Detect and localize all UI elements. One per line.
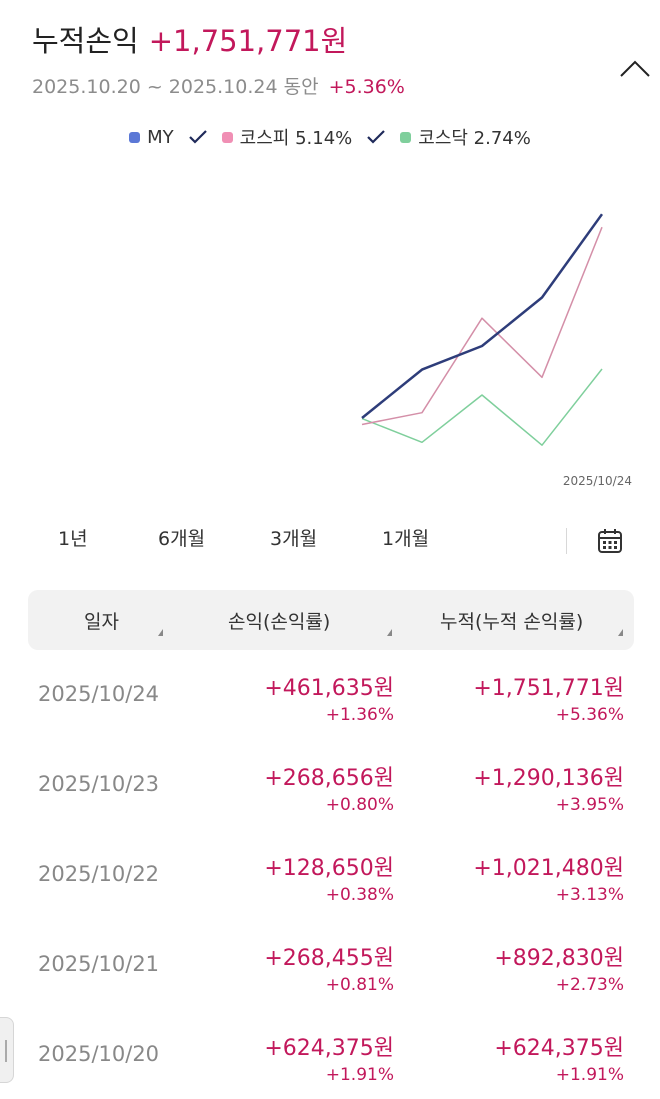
profit-table: 2025/10/24 +461,635원 +1.36% +1,751,771원 …	[0, 650, 660, 1099]
row-pl-rate: +0.81%	[325, 975, 394, 995]
table-row[interactable]: 2025/10/22 +128,650원 +0.38% +1,021,480원 …	[0, 830, 660, 920]
table-row[interactable]: 2025/10/23 +268,656원 +0.80% +1,290,136원 …	[0, 740, 660, 830]
legend-kospi-label: 코스피 5.14%	[239, 128, 353, 149]
row-cum-rate: +1.91%	[555, 1065, 624, 1085]
chart-end-date: 2025/10/24	[562, 474, 632, 488]
side-drawer-handle[interactable]	[0, 1017, 14, 1083]
range-tabs: 1년 6개월 3개월 1개월	[0, 524, 660, 560]
table-row[interactable]: 2025/10/20 +624,375원 +1.91% +624,375원 +1…	[0, 1010, 660, 1099]
table-row[interactable]: 2025/10/24 +461,635원 +1.36% +1,751,771원 …	[0, 650, 660, 740]
row-pl-rate: +1.91%	[325, 1065, 394, 1085]
tab-6-months[interactable]: 6개월	[158, 528, 206, 550]
header-date[interactable]: 일자	[84, 611, 119, 633]
sort-date-icon[interactable]	[158, 629, 163, 636]
my-dot-icon	[129, 131, 141, 143]
row-pl-rate: +0.80%	[325, 795, 394, 815]
kosdaq-dot-icon	[400, 131, 412, 143]
chart-legend: MY 코스피 5.14% 코스닥 2.74%	[0, 124, 660, 150]
row-cum-amount: +1,751,771원	[473, 676, 624, 701]
kospi-check-icon[interactable]	[188, 129, 208, 145]
tab-1-month[interactable]: 1개월	[382, 528, 430, 550]
period-range: 2025.10.20 ~ 2025.10.24 동안	[32, 76, 319, 98]
sort-cumulative-icon[interactable]	[618, 629, 623, 636]
series-line-my	[361, 213, 604, 419]
row-cum-rate: +2.73%	[555, 975, 624, 995]
summary-header: 누적손익 +1,751,771원 2025.10.20 ~ 2025.10.24…	[32, 18, 640, 98]
row-pl-amount: +128,650원	[264, 856, 394, 881]
legend-my-label: MY	[147, 126, 174, 148]
total-profit-amount: +1,751,771원	[148, 24, 348, 58]
legend-kosdaq[interactable]: 코스닥 2.74%	[400, 124, 531, 150]
header-cumulative[interactable]: 누적(누적 손익률)	[440, 611, 584, 633]
row-cum-rate: +3.13%	[555, 885, 624, 905]
row-cum-amount: +892,830원	[494, 946, 624, 971]
legend-my: MY	[129, 127, 174, 148]
legend-kosdaq-label: 코스닥 2.74%	[418, 128, 531, 149]
legend-kospi[interactable]: 코스피 5.14%	[221, 124, 353, 150]
collapse-chevron-up-icon[interactable]	[618, 52, 652, 86]
sort-pl-icon[interactable]	[387, 629, 392, 636]
row-pl-amount: +624,375원	[264, 1036, 394, 1061]
header-pl[interactable]: 손익(손익률)	[228, 611, 331, 633]
tab-divider	[566, 528, 567, 554]
table-header: 일자 손익(손익률) 누적(누적 손익률)	[28, 590, 634, 650]
row-cum-rate: +5.36%	[555, 705, 624, 725]
tab-1-year[interactable]: 1년	[58, 528, 88, 550]
kospi-dot-icon	[221, 131, 233, 143]
row-cum-amount: +624,375원	[494, 1036, 624, 1061]
kosdaq-check-icon[interactable]	[366, 129, 386, 145]
page-title: 누적손익	[32, 24, 139, 58]
row-date: 2025/10/22	[38, 862, 160, 886]
row-date: 2025/10/21	[38, 952, 160, 976]
row-cum-rate: +3.95%	[555, 795, 624, 815]
row-cum-amount: +1,021,480원	[473, 856, 624, 881]
calendar-icon[interactable]	[597, 528, 623, 554]
row-pl-amount: +268,656원	[264, 766, 394, 791]
cumulative-profit-chart	[361, 213, 604, 446]
series-line-kosdaq	[361, 368, 603, 446]
row-pl-rate: +0.38%	[325, 885, 394, 905]
series-line-kospi	[361, 226, 603, 426]
row-date: 2025/10/20	[38, 1042, 160, 1066]
period-rate: +5.36%	[328, 76, 405, 98]
tab-3-months[interactable]: 3개월	[270, 528, 318, 550]
table-row[interactable]: 2025/10/21 +268,455원 +0.81% +892,830원 +2…	[0, 920, 660, 1010]
row-pl-amount: +461,635원	[264, 676, 394, 701]
row-pl-amount: +268,455원	[264, 946, 394, 971]
row-cum-amount: +1,290,136원	[473, 766, 624, 791]
row-date: 2025/10/23	[38, 772, 160, 796]
row-date: 2025/10/24	[38, 682, 160, 706]
row-pl-rate: +1.36%	[325, 705, 394, 725]
